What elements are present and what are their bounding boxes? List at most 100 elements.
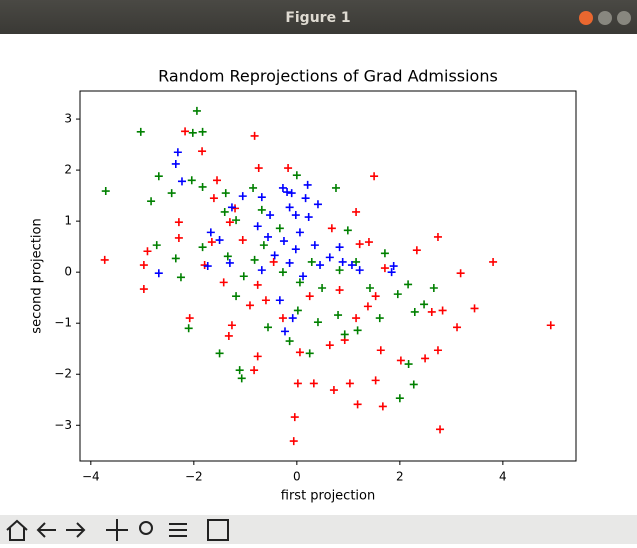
- point: [213, 176, 222, 185]
- point: [365, 283, 374, 292]
- point: [278, 183, 287, 192]
- point: [167, 189, 176, 198]
- point: [266, 211, 275, 220]
- minimize-button[interactable]: [579, 11, 593, 25]
- point: [393, 290, 402, 299]
- point: [280, 327, 289, 336]
- point: [290, 413, 299, 422]
- point: [307, 257, 316, 266]
- point: [292, 171, 301, 180]
- point: [181, 127, 190, 136]
- point: [299, 272, 308, 281]
- point: [270, 251, 279, 260]
- point: [340, 330, 349, 339]
- point: [378, 402, 387, 411]
- point: [371, 376, 380, 385]
- point: [295, 348, 304, 357]
- back-button[interactable]: [36, 522, 56, 538]
- y-tick-label: −1: [54, 316, 72, 330]
- point: [429, 283, 438, 292]
- point: [313, 200, 322, 209]
- point: [259, 241, 268, 250]
- point: [101, 187, 110, 196]
- pan-button[interactable]: [106, 519, 128, 541]
- point: [433, 232, 442, 241]
- point: [250, 255, 259, 264]
- point: [198, 127, 207, 136]
- point: [295, 228, 304, 237]
- plot-frame: [79, 90, 577, 462]
- y-tick-label: −2: [54, 367, 72, 381]
- point: [335, 266, 344, 275]
- point: [238, 236, 247, 245]
- point: [293, 379, 302, 388]
- point: [278, 314, 287, 323]
- x-tick-label: 4: [499, 470, 507, 484]
- point: [305, 349, 314, 358]
- point: [289, 437, 298, 446]
- point: [275, 296, 284, 305]
- x-tick-label: −4: [82, 470, 100, 484]
- configure-button[interactable]: [169, 523, 187, 537]
- point: [316, 261, 325, 270]
- title-bar: [0, 0, 637, 34]
- point: [364, 238, 373, 247]
- point: [318, 283, 327, 292]
- point: [278, 268, 287, 277]
- y-tick-label: 1: [64, 214, 72, 228]
- point: [288, 314, 297, 323]
- point: [389, 262, 398, 271]
- point: [436, 425, 445, 434]
- maximize-button[interactable]: [598, 11, 612, 25]
- point: [239, 272, 248, 281]
- point: [421, 354, 430, 363]
- point: [305, 292, 314, 301]
- point: [154, 269, 163, 278]
- point: [295, 278, 304, 287]
- point: [370, 172, 379, 181]
- point: [412, 246, 421, 255]
- point: [147, 197, 156, 206]
- point: [353, 326, 362, 335]
- point: [223, 252, 232, 261]
- close-button[interactable]: [617, 11, 631, 25]
- figure: [0, 34, 637, 515]
- point: [215, 236, 224, 245]
- zoom-button[interactable]: [139, 521, 153, 535]
- point: [309, 379, 318, 388]
- point: [335, 243, 344, 252]
- y-tick-label: 0: [64, 265, 72, 279]
- point: [253, 222, 262, 231]
- home-button[interactable]: [6, 519, 28, 541]
- forward-button[interactable]: [66, 522, 86, 538]
- point: [329, 386, 338, 395]
- point: [453, 323, 462, 332]
- point: [291, 245, 300, 254]
- save-button[interactable]: [207, 519, 229, 541]
- point: [250, 366, 259, 375]
- point: [347, 261, 356, 270]
- point: [285, 203, 294, 212]
- point: [207, 238, 216, 247]
- point: [470, 304, 479, 313]
- point: [227, 203, 236, 212]
- point: [325, 253, 334, 262]
- point: [253, 280, 262, 289]
- point: [303, 180, 312, 189]
- point: [387, 268, 396, 277]
- point: [254, 164, 263, 173]
- point: [409, 380, 418, 389]
- point: [279, 237, 288, 246]
- point: [263, 232, 272, 241]
- point: [253, 352, 262, 361]
- point: [215, 349, 224, 358]
- x-axis-label: first projection: [281, 489, 375, 504]
- point: [227, 321, 236, 330]
- point: [331, 183, 340, 192]
- point: [235, 366, 244, 375]
- point: [139, 285, 148, 294]
- point: [250, 131, 259, 140]
- point: [198, 182, 207, 191]
